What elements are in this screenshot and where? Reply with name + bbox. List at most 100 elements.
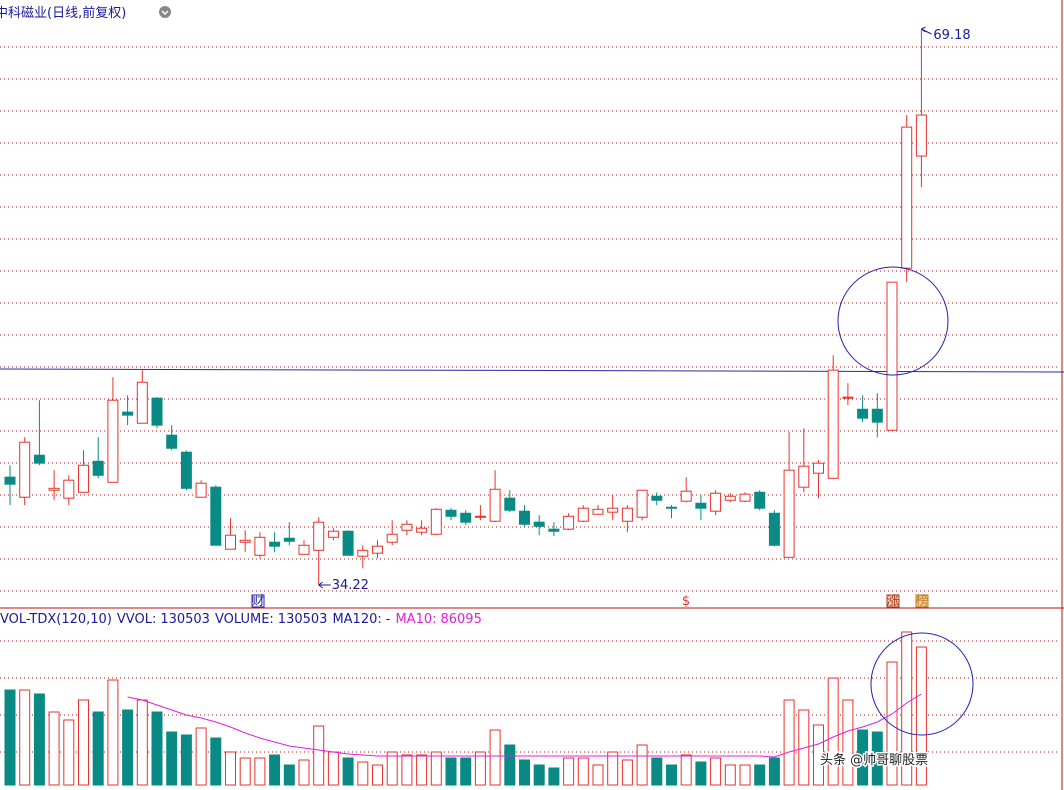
candle-body	[430, 508, 442, 535]
candle-body	[533, 521, 545, 527]
volume-bar	[372, 764, 383, 786]
candle-body	[621, 507, 633, 522]
candle-body	[48, 487, 60, 491]
volume-bar	[386, 751, 398, 786]
candle-body	[445, 509, 457, 517]
volume-bar	[563, 757, 575, 786]
volume-bar	[298, 759, 310, 786]
candle-body	[680, 490, 692, 502]
candle-body	[357, 549, 369, 557]
volume-bar	[519, 759, 530, 786]
candle-body	[813, 462, 824, 474]
candle-body	[78, 464, 89, 493]
volume-bar	[416, 754, 428, 786]
volume-bar	[592, 764, 604, 786]
candle-body	[798, 465, 810, 488]
candle-body	[739, 493, 751, 502]
candle-body	[857, 408, 869, 419]
candle-body	[327, 530, 339, 538]
candle-body	[342, 530, 354, 556]
candle-body	[151, 397, 163, 426]
candle-body	[63, 479, 75, 499]
volume-bar	[504, 744, 516, 786]
volume-bar	[78, 699, 89, 786]
volume-bar	[636, 744, 648, 786]
candle-body	[33, 454, 45, 464]
ma10-line	[127, 693, 922, 758]
low-pointer	[318, 581, 331, 589]
volume-bar	[122, 709, 134, 786]
candle-body	[724, 495, 736, 501]
field-value: 86095	[440, 612, 481, 627]
candle-body	[92, 460, 104, 476]
volume-bar	[474, 751, 486, 786]
candle-body	[4, 476, 16, 485]
candle-body	[607, 507, 619, 513]
volume-bar	[768, 757, 780, 786]
volume-bar	[151, 711, 163, 786]
candle-body	[195, 482, 207, 498]
volume-bar	[19, 689, 31, 786]
volume-bar	[577, 757, 589, 786]
candle-body	[298, 544, 310, 555]
candle-body	[577, 507, 589, 522]
candle-body	[548, 528, 560, 532]
candle-body	[401, 523, 413, 531]
volume-bar	[871, 731, 883, 786]
candle-body	[180, 451, 192, 489]
volume-bar	[92, 711, 104, 786]
candle-body	[210, 486, 222, 546]
event-marker-box	[915, 594, 929, 608]
high-pointer	[921, 26, 932, 35]
volume-bar	[460, 757, 472, 786]
volume-bar	[724, 764, 736, 786]
candle-body	[474, 515, 486, 518]
volume-bar	[621, 759, 633, 786]
volume-bar	[842, 699, 854, 786]
volume-bar	[857, 729, 869, 786]
candle-body	[372, 545, 383, 554]
volume-bar	[813, 724, 824, 786]
field-label: MA120:	[332, 612, 381, 627]
event-marker: 财	[251, 594, 264, 609]
candle-body	[871, 408, 883, 423]
volume-header: VOL-TDX(120,10) VVOL: 130503 VOLUME: 130503 M…	[0, 612, 482, 627]
watermark: 头条 @帅哥聊股票	[820, 752, 928, 768]
candle-body	[886, 281, 898, 431]
event-marker: 榜	[915, 593, 928, 609]
volume-bar	[666, 764, 677, 786]
volume-bar	[313, 725, 325, 786]
candle-body	[166, 434, 178, 449]
volume-bar	[445, 757, 457, 786]
volume-bar	[283, 764, 295, 786]
candle-body	[239, 539, 251, 543]
candle-body	[710, 492, 722, 512]
field-value: 130503	[278, 612, 328, 627]
candle-body	[313, 521, 325, 551]
volume-bar	[886, 661, 898, 786]
indicator-name: VOL-TDX(120,10)	[0, 612, 112, 627]
volume-bar	[548, 767, 560, 786]
volume-bar	[607, 751, 619, 786]
candle-body	[827, 369, 839, 479]
candle-body	[504, 497, 516, 511]
volume-bar	[710, 757, 722, 786]
volume-bar	[136, 699, 148, 786]
candle-body	[283, 537, 295, 542]
dropdown-icon[interactable]	[159, 6, 171, 18]
candle-body	[636, 489, 648, 518]
event-marker: $	[682, 594, 690, 609]
candle-body	[225, 534, 236, 550]
volume-bar	[166, 731, 178, 786]
field-value: 130503	[160, 612, 210, 627]
volume-bar	[180, 734, 192, 786]
volume-bar	[342, 757, 354, 786]
candle-body	[783, 469, 795, 558]
volume-bar	[225, 751, 236, 786]
volume-bar	[33, 693, 45, 786]
volume-bar	[533, 764, 545, 786]
candle-body	[254, 536, 266, 556]
candle-body	[269, 541, 281, 547]
volume-bar	[63, 719, 75, 786]
